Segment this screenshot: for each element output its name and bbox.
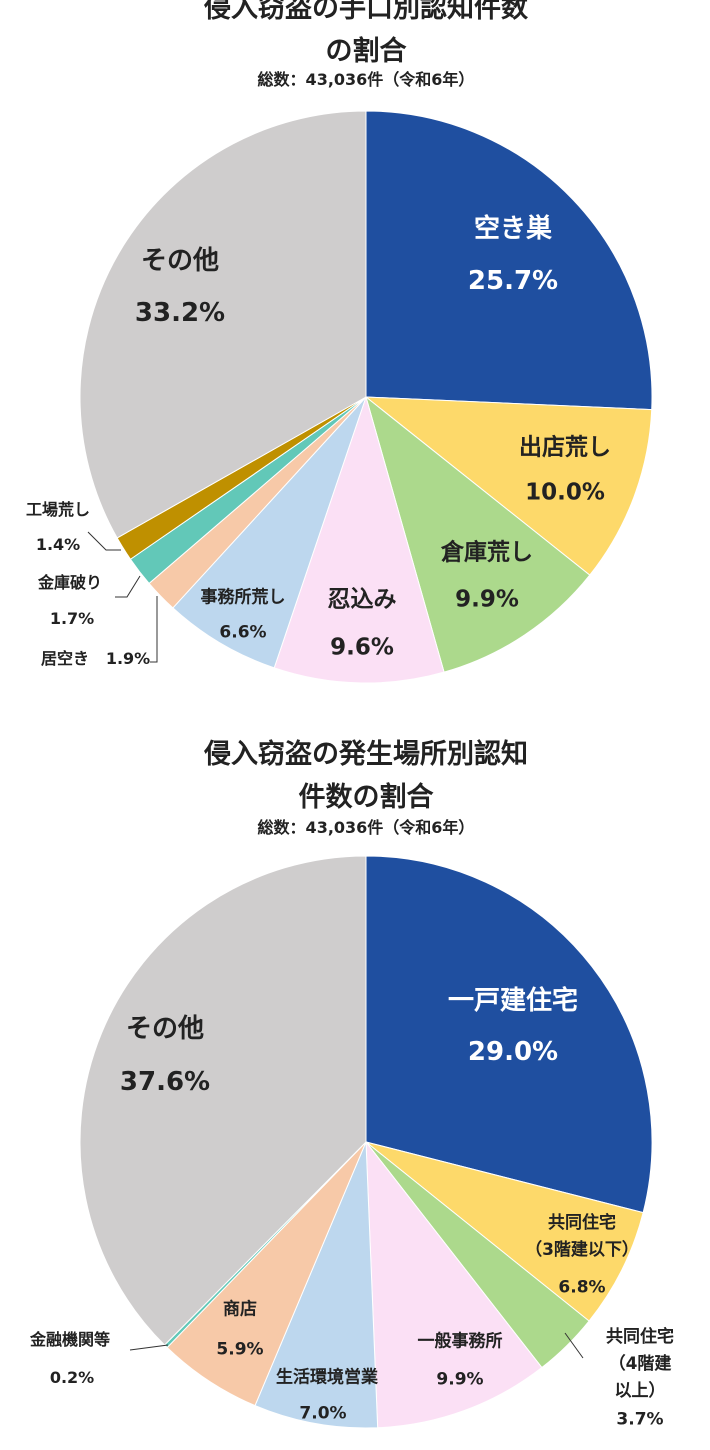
chart-subtitle: 総数：43,036件（令和6年） — [257, 818, 475, 838]
chart-title: 侵入窃盗の手口別認知件数の割合 — [204, 0, 528, 67]
slice-label: 商店 — [223, 1299, 257, 1320]
slice-label: 事務所荒し — [200, 587, 286, 608]
chart-subtitle: 総数：43,036件（令和6年） — [257, 70, 475, 90]
value-label: 25.7% — [467, 266, 559, 297]
pie-slice — [254, 1141, 379, 1429]
value-label: 3.7% — [616, 1409, 664, 1430]
slice-label: 一戸建住宅 — [447, 986, 579, 1017]
value-label: 9.9% — [455, 586, 519, 613]
slice-label: 出店荒し — [519, 434, 611, 461]
pie-slice — [365, 855, 653, 1214]
value-label: 29.0% — [467, 1037, 559, 1068]
leader-line — [87, 531, 121, 551]
value-label: 37.6% — [119, 1067, 211, 1098]
pie-slice — [79, 110, 367, 539]
pie-slice — [365, 1141, 644, 1322]
leader-line — [564, 1332, 584, 1359]
pie-slice — [365, 110, 653, 411]
pie-slice — [365, 1140, 543, 1429]
value-label: 10.0% — [525, 479, 605, 506]
pie-slice — [364, 396, 653, 576]
slice-label: 共同住宅 （3階建以下） — [525, 1212, 639, 1260]
leader-line — [150, 596, 158, 663]
slice-label: 倉庫荒し — [441, 539, 533, 566]
slice-label: その他 — [140, 246, 220, 277]
chart-title: 侵入窃盗の発生場所別認知件数の割合 — [204, 738, 528, 813]
value-label: 6.6% — [219, 622, 267, 643]
leader-line — [115, 575, 141, 598]
slice-label: その他 — [125, 1014, 205, 1045]
pie-slice — [365, 395, 591, 673]
value-label: 6.8% — [558, 1277, 606, 1298]
leader-line — [129, 1344, 169, 1351]
value-label: 9.6% — [330, 634, 394, 661]
slice-label: 忍込み — [327, 586, 397, 613]
value-label: 0.2% — [49, 1368, 95, 1388]
slice-label: 居空き — [40, 649, 90, 669]
value-label: 9.9% — [436, 1369, 484, 1390]
value-label: 1.7% — [49, 609, 95, 629]
slice-label: 金庫破り — [37, 573, 103, 593]
value-label: 7.0% — [299, 1403, 347, 1424]
slice-label: 工場荒し — [25, 500, 91, 520]
pie-slice — [79, 855, 367, 1346]
value-label: 33.2% — [134, 298, 226, 329]
slice-label: 金融機関等 — [29, 1330, 111, 1350]
value-label: 5.9% — [216, 1339, 264, 1360]
value-label: 1.4% — [35, 535, 81, 555]
slice-label: 一般事務所 — [417, 1331, 503, 1352]
slice-label: 空き巣 — [473, 214, 553, 245]
pie-slice — [172, 396, 367, 669]
value-label: 1.9% — [105, 649, 151, 669]
slice-label: 共同住宅 （4階建以上） — [606, 1327, 674, 1402]
slice-label: 生活環境営業 — [276, 1367, 378, 1388]
pie-slice — [273, 395, 445, 684]
